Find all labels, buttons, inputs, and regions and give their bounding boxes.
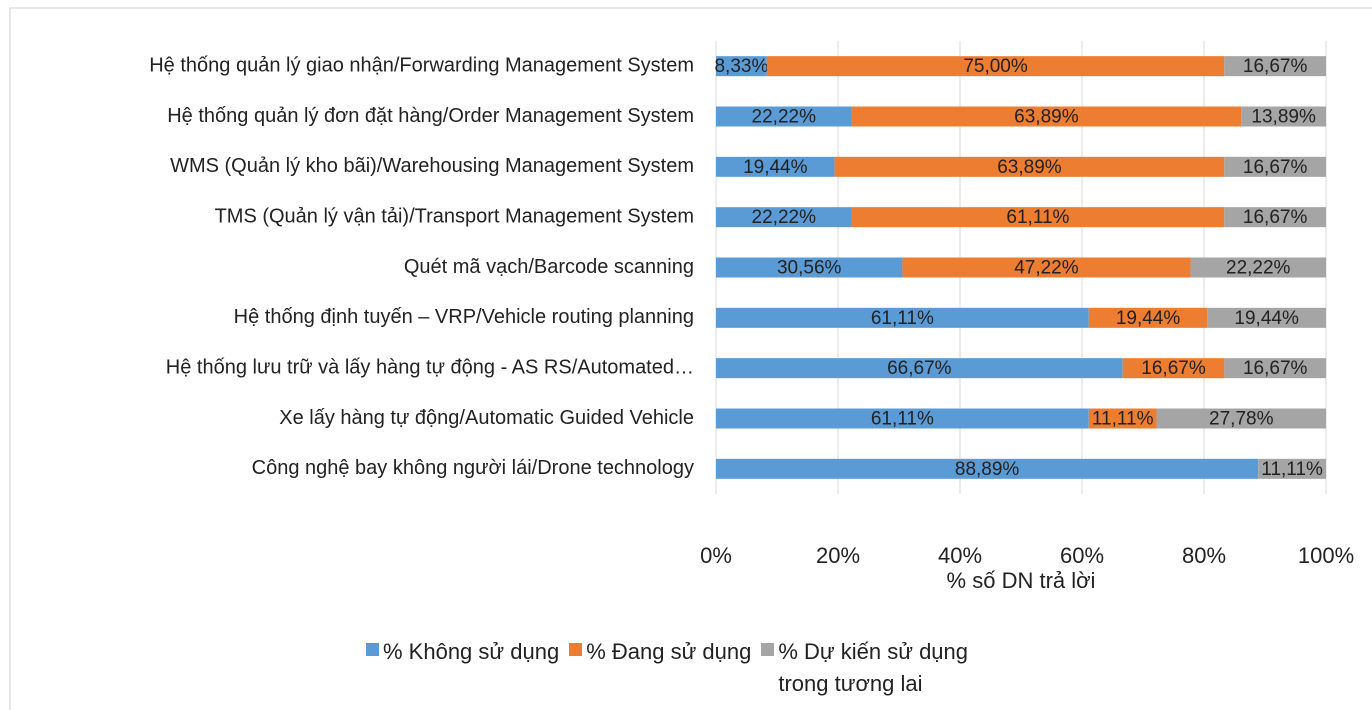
y-tick-label: Xe lấy hàng tự động/Automatic Guided Veh… — [279, 407, 694, 429]
data-label: 11,11% — [1092, 409, 1154, 430]
data-label: 61,11% — [871, 409, 934, 430]
data-label: 22,22% — [752, 107, 817, 128]
legend: % Không sử dụng % Đang sử dụng % Dự kiến s… — [366, 636, 1028, 700]
data-label: 88,89% — [955, 459, 1020, 480]
data-label: 16,67% — [1243, 56, 1308, 77]
data-label: 13,89% — [1251, 107, 1316, 128]
legend-label: % Không sử dụng — [383, 639, 560, 664]
legend-swatch — [366, 643, 379, 656]
data-label: 19,44% — [1234, 308, 1299, 329]
bar-segment — [766, 56, 1225, 77]
data-label: 30,56% — [777, 258, 842, 279]
y-tick-label: Hệ thống quản lý đơn đặt hàng/Order Mana… — [167, 105, 694, 127]
bar-segment — [1156, 408, 1326, 429]
bar-segment — [1088, 307, 1208, 328]
data-label: 61,11% — [871, 308, 934, 329]
x-tick-label: 60% — [1060, 543, 1104, 568]
y-tick-label: Quét mã vạch/Barcode scanning — [404, 256, 694, 278]
x-tick-label: 40% — [938, 543, 982, 568]
bar-segment — [851, 207, 1225, 228]
bar-segment — [902, 257, 1191, 278]
x-tick-label: 100% — [1298, 543, 1354, 568]
data-label: 19,44% — [1116, 308, 1181, 329]
bar-segment — [716, 408, 1089, 429]
bar-segment — [716, 156, 835, 177]
bar-segment — [1224, 56, 1326, 77]
data-label: 47,22% — [1014, 258, 1079, 279]
bar-segment — [716, 458, 1259, 479]
y-tick-label: Hệ thống định tuyến – VRP/Vehicle routin… — [234, 306, 694, 328]
bar-segment — [1224, 207, 1326, 228]
data-label: 16,67% — [1243, 358, 1308, 379]
bar-segment — [716, 56, 767, 77]
bar-segment — [1088, 408, 1157, 429]
bar-segment — [1224, 156, 1326, 177]
bar-segment — [1258, 458, 1326, 479]
chart-border — [9, 7, 1372, 710]
x-axis-title: % số DN trả lời — [947, 568, 1096, 593]
data-label: 16,67% — [1243, 157, 1308, 178]
data-label: 11,11% — [1261, 459, 1323, 480]
bar-segment — [716, 307, 1089, 328]
data-label: 75,00% — [963, 56, 1028, 77]
data-label: 22,22% — [752, 207, 817, 228]
data-label: 66,67% — [887, 358, 952, 379]
data-label: 63,89% — [997, 157, 1062, 178]
bar-segment — [1122, 358, 1225, 379]
data-label: 8,33% — [714, 56, 768, 77]
legend-item: % Dự kiến sử dụng trong tương lai — [761, 636, 1018, 700]
bar-segment — [1241, 106, 1326, 127]
legend-label: % Dự kiến sử dụng trong tương lai — [778, 639, 969, 696]
bar-segment — [716, 207, 852, 228]
y-tick-label: Hệ thống quản lý giao nhận/Forwarding Ma… — [149, 54, 694, 76]
legend-swatch — [761, 643, 775, 656]
y-tick-label: TMS (Quản lý vận tải)/Transport Manageme… — [215, 205, 694, 227]
bar-segment — [1224, 358, 1327, 379]
x-tick-label: 80% — [1182, 543, 1226, 568]
y-tick-label: WMS (Quản lý kho bãi)/Warehousing Manage… — [170, 155, 694, 177]
bar-segment — [716, 257, 903, 278]
data-label: 16,67% — [1243, 207, 1308, 228]
data-label: 61,11% — [1006, 207, 1069, 228]
data-label: 63,89% — [1014, 107, 1079, 128]
legend-swatch — [569, 643, 583, 656]
bar-segment — [851, 106, 1242, 127]
y-tick-label: Công nghệ bay không người lái/Drone tech… — [252, 457, 694, 479]
data-label: 27,78% — [1209, 409, 1274, 430]
bar-segment — [1207, 307, 1326, 328]
legend-item: % Không sử dụng — [366, 636, 559, 668]
bar-segment — [1190, 257, 1326, 278]
legend-label: % Đang sử dụng — [586, 639, 752, 664]
bar-segment — [716, 358, 1123, 379]
x-tick-label: 20% — [816, 543, 860, 568]
y-tick-label: Hệ thống lưu trữ và lấy hàng tự động - A… — [166, 356, 694, 378]
data-label: 16,67% — [1141, 358, 1206, 379]
data-label: 19,44% — [743, 157, 808, 178]
bar-segment — [716, 106, 852, 127]
bar-segment — [834, 156, 1225, 177]
legend-item: % Đang sử dụng — [569, 636, 751, 668]
data-label: 22,22% — [1226, 258, 1291, 279]
x-tick-label: 0% — [700, 543, 732, 568]
